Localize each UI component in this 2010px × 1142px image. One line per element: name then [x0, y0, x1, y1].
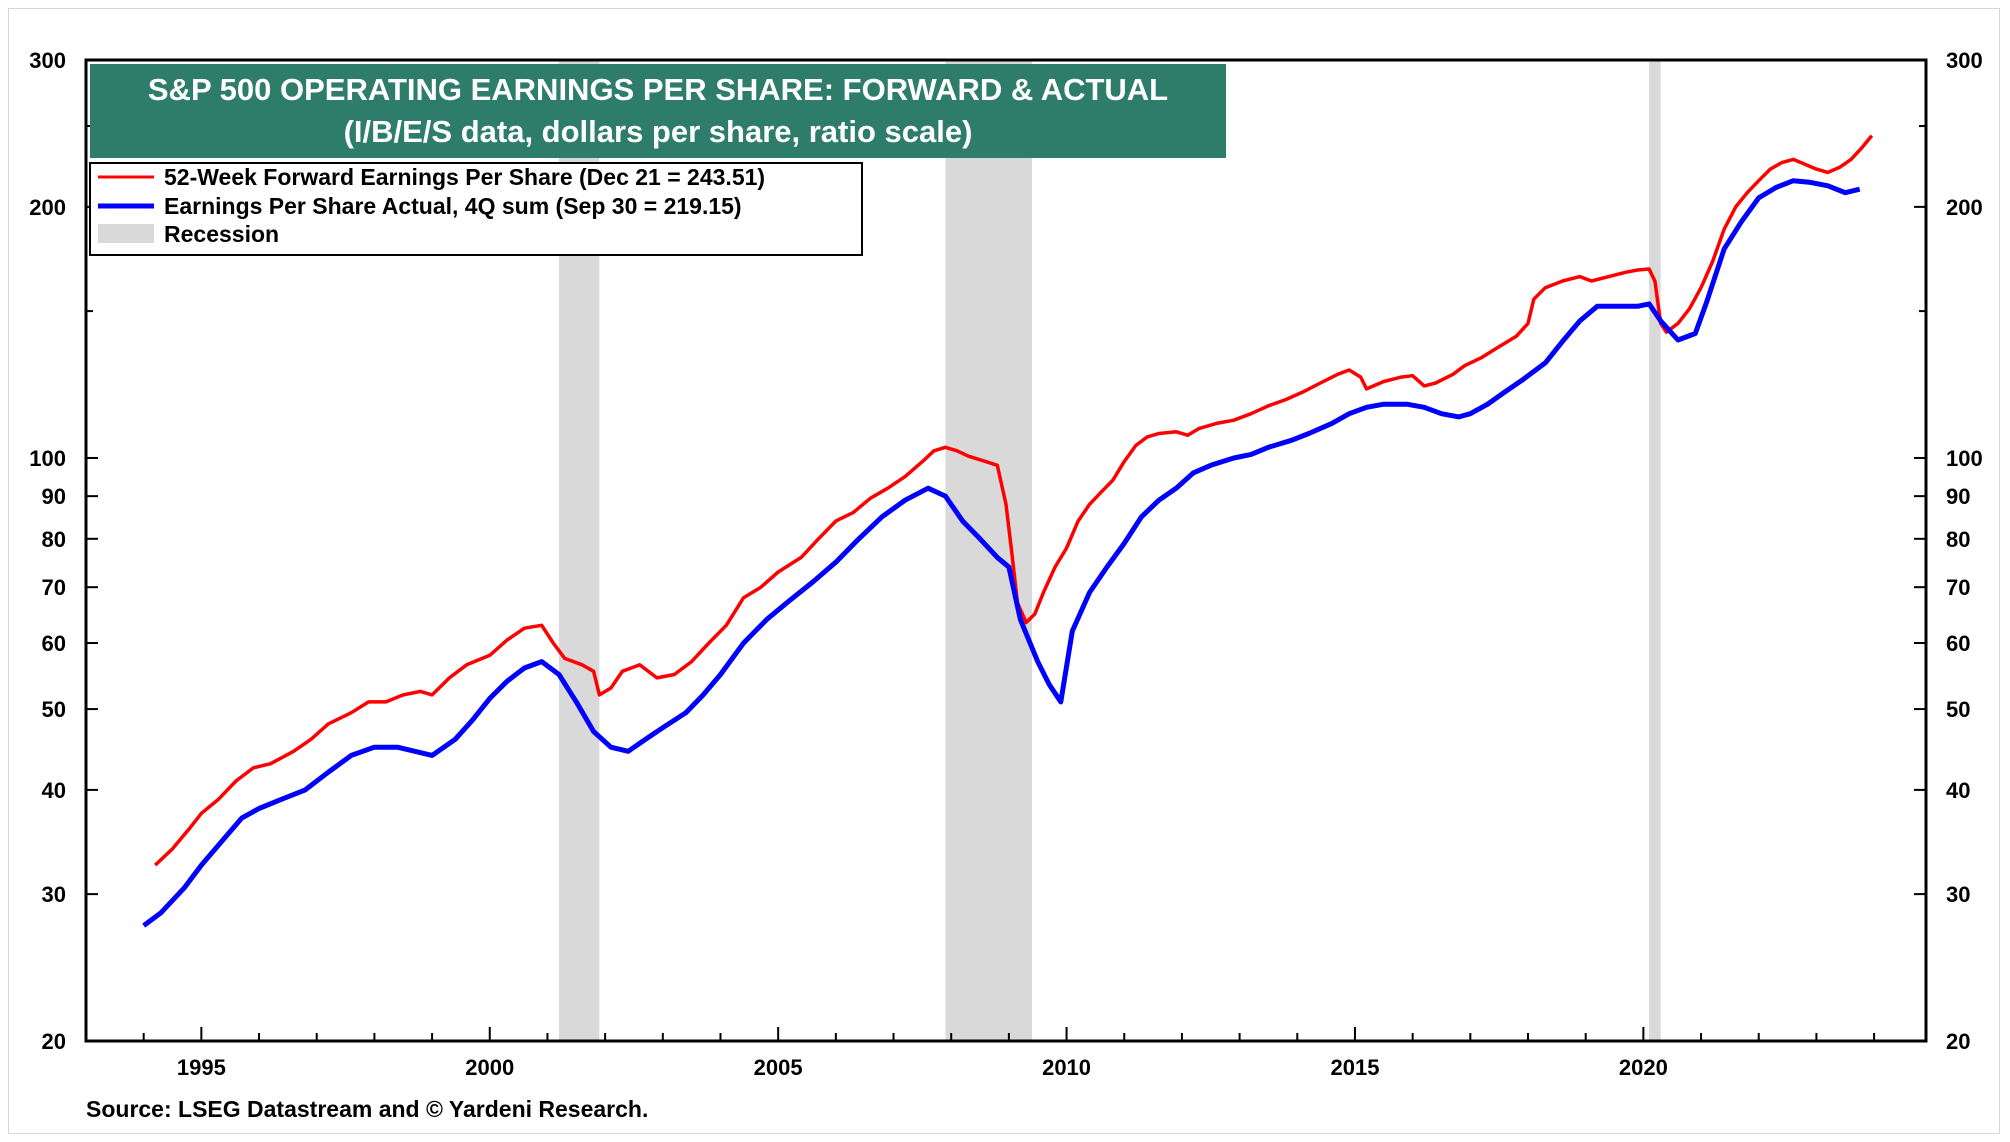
series-layer	[142, 134, 1874, 928]
chart-title: S&P 500 OPERATING EARNINGS PER SHARE: FO…	[148, 72, 1168, 107]
actual-eps-line	[142, 178, 1861, 928]
y-tick-label-left-90: 90	[42, 484, 66, 509]
title-box: S&P 500 OPERATING EARNINGS PER SHARE: FO…	[90, 64, 1226, 158]
y-tick-label-right-90: 90	[1946, 484, 1970, 509]
y-tick-label-left-200: 200	[29, 195, 66, 220]
x-tick-label-2020: 2020	[1619, 1055, 1668, 1080]
plot-border	[84, 58, 1928, 1043]
y-tick-label-right-200: 200	[1946, 195, 1983, 220]
legend-swatch-recession	[98, 224, 154, 243]
title-background	[90, 64, 1226, 158]
y-tick-label-right-40: 40	[1946, 778, 1970, 803]
y-tick-label-right-80: 80	[1946, 527, 1970, 552]
legend-box	[89, 162, 863, 256]
x-tick-label-2000: 2000	[465, 1055, 514, 1080]
legend-label-actual: Earnings Per Share Actual, 4Q sum (Sep 3…	[164, 193, 742, 219]
y-tick-label-left-100: 100	[29, 446, 66, 471]
y-tick-label-left-40: 40	[42, 778, 66, 803]
recession-band-3	[1649, 60, 1661, 1041]
y-tick-label-right-100: 100	[1946, 446, 1983, 471]
legend-label-forward: 52-Week Forward Earnings Per Share (Dec …	[164, 164, 765, 190]
x-tick-label-2010: 2010	[1042, 1055, 1091, 1080]
y-tick-label-right-70: 70	[1946, 575, 1970, 600]
x-tick-label-2005: 2005	[754, 1055, 803, 1080]
y-tick-label-left-300: 300	[29, 48, 66, 73]
y-tick-label-left-50: 50	[42, 697, 66, 722]
legend: 52-Week Forward Earnings Per Share (Dec …	[89, 162, 863, 256]
x-tick-label-2015: 2015	[1330, 1055, 1379, 1080]
y-tick-label-left-70: 70	[42, 575, 66, 600]
y-tick-label-right-30: 30	[1946, 882, 1970, 907]
y-tick-label-right-60: 60	[1946, 631, 1970, 656]
y-tick-label-right-20: 20	[1946, 1029, 1970, 1054]
chart-subtitle: (I/B/E/S data, dollars per share, ratio …	[344, 114, 973, 149]
source-note: Source: LSEG Datastream and © Yardeni Re…	[86, 1096, 648, 1122]
y-tick-label-left-80: 80	[42, 527, 66, 552]
x-tick-label-1995: 1995	[177, 1055, 226, 1080]
legend-label-recession: Recession	[164, 221, 279, 247]
y-tick-label-left-60: 60	[42, 631, 66, 656]
y-tick-label-right-300: 300	[1946, 48, 1983, 73]
y-tick-label-left-20: 20	[42, 1029, 66, 1054]
y-tick-label-right-50: 50	[1946, 697, 1970, 722]
forward-eps-line	[153, 134, 1874, 867]
y-tick-label-left-30: 30	[42, 882, 66, 907]
